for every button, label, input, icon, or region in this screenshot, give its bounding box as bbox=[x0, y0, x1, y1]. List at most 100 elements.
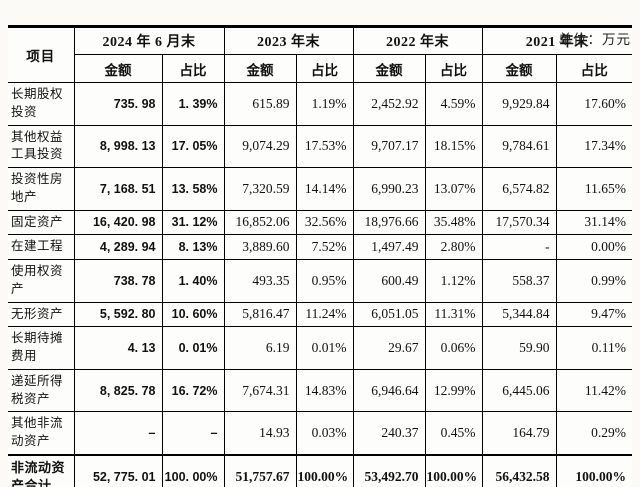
column-header-amount: 金额 bbox=[481, 54, 557, 83]
amount-cell: 7,320.59 bbox=[223, 167, 297, 211]
amount-cell: 14.93 bbox=[223, 411, 297, 456]
row-label: 投资性房地产 bbox=[8, 167, 75, 211]
document-page: 单位：万元 项目 2024 年 6 月末 2023 年末 2022 年末 202… bbox=[0, 25, 640, 487]
amount-cell: 18,976.66 bbox=[352, 209, 426, 236]
amount-cell: 7,674.31 bbox=[223, 368, 297, 413]
amount-cell: 56,432.58 bbox=[481, 453, 557, 487]
column-header-period-2023: 2023 年末 bbox=[223, 25, 354, 55]
ratio-cell: 17.34% bbox=[555, 124, 632, 168]
row-label: 非流动资产合计 bbox=[8, 453, 75, 487]
amount-cell: 2,452.92 bbox=[352, 82, 426, 126]
ratio-cell: 100. 00% bbox=[161, 453, 225, 487]
financial-table: 项目 2024 年 6 月末 2023 年末 2022 年末 2021 年末 金… bbox=[8, 25, 632, 487]
column-header-ratio: 占比 bbox=[161, 54, 225, 83]
table-row: 长期股权投资 735. 98 1. 39% 615.89 1.19% 2,452.92 4.… bbox=[8, 82, 632, 126]
ratio-cell: 0.45% bbox=[424, 411, 483, 456]
header-row-periods: 项目 2024 年 6 月末 2023 年末 2022 年末 2021 年末 bbox=[8, 25, 632, 83]
ratio-cell: 0.99% bbox=[555, 259, 632, 303]
column-header-period-2024h1: 2024 年 6 月末 bbox=[73, 25, 225, 55]
ratio-cell: 0.29% bbox=[555, 411, 632, 456]
ratio-cell: 0.03% bbox=[295, 411, 354, 456]
amount-cell: 4, 289. 94 bbox=[73, 234, 163, 260]
amount-cell: 3,889.60 bbox=[223, 234, 297, 260]
ratio-cell: 17.60% bbox=[555, 82, 632, 126]
ratio-cell: 11.42% bbox=[555, 368, 632, 413]
ratio-cell: – bbox=[161, 411, 225, 456]
ratio-cell: 13.07% bbox=[424, 167, 483, 211]
column-header-amount: 金额 bbox=[352, 54, 426, 83]
ratio-cell: 14.14% bbox=[295, 167, 354, 211]
amount-cell: 16,852.06 bbox=[223, 209, 297, 236]
table-row: 其他非流动资产 – –14.93 0.03% 240.37 0.45% 164.79 0.29… bbox=[8, 411, 632, 456]
row-label: 在建工程 bbox=[8, 234, 75, 260]
amount-cell: 8, 825. 78 bbox=[73, 368, 163, 413]
ratio-cell: 18.15% bbox=[424, 124, 483, 168]
amount-cell: 5, 592. 80 bbox=[73, 301, 163, 328]
ratio-cell: 0.11% bbox=[555, 326, 632, 370]
amount-cell: 9,707.17 bbox=[352, 124, 426, 168]
table-row: 长期待摊费用 4. 13 0. 01% 6.19 0.01% 29.67 0.06% 59.9… bbox=[8, 326, 632, 370]
ratio-cell: 17.53% bbox=[295, 124, 354, 168]
amount-cell: 6,051.05 bbox=[352, 301, 426, 328]
ratio-cell: 31. 12% bbox=[161, 209, 225, 236]
amount-cell: 6,946.64 bbox=[352, 368, 426, 413]
table-row: 非流动资产合计 52, 775. 01 100. 00% 51,757.67 100.0… bbox=[8, 453, 632, 487]
amount-cell: 6,574.82 bbox=[481, 167, 557, 211]
column-header-item: 项目 bbox=[8, 25, 75, 83]
ratio-cell: 11.24% bbox=[295, 301, 354, 328]
ratio-cell: 11.31% bbox=[424, 301, 483, 328]
ratio-cell: 32.56% bbox=[295, 209, 354, 236]
table-row: 其他权益工具投资 8, 998. 13 17. 05% 9,074.29 17.53% 9… bbox=[8, 124, 632, 168]
column-header-period-2022: 2022 年末 bbox=[352, 25, 483, 55]
ratio-cell: 0. 01% bbox=[161, 326, 225, 370]
ratio-cell: 14.83% bbox=[295, 368, 354, 413]
amount-cell: 9,074.29 bbox=[223, 124, 297, 168]
column-header-ratio: 占比 bbox=[295, 54, 354, 83]
amount-cell: 615.89 bbox=[223, 82, 297, 126]
row-label: 固定资产 bbox=[8, 209, 75, 236]
row-label: 其他权益工具投资 bbox=[8, 124, 75, 168]
table-body: 长期股权投资 735. 98 1. 39% 615.89 1.19% 2,452.92 4.… bbox=[8, 82, 632, 487]
ratio-cell: 8. 13% bbox=[161, 234, 225, 260]
amount-cell: 29.67 bbox=[352, 326, 426, 370]
ratio-cell: 0.95% bbox=[295, 259, 354, 303]
ratio-cell: 1. 40% bbox=[161, 259, 225, 303]
table-header: 项目 2024 年 6 月末 2023 年末 2022 年末 2021 年末 金… bbox=[8, 25, 632, 83]
table-row: 固定资产 16, 420. 98 31. 12% 16,852.06 32.56% 18,… bbox=[8, 209, 632, 236]
amount-cell: 9,784.61 bbox=[481, 124, 557, 168]
ratio-cell: 17. 05% bbox=[161, 124, 225, 168]
amount-cell: 735. 98 bbox=[73, 82, 163, 126]
column-header-ratio: 占比 bbox=[424, 54, 483, 83]
column-header-amount: 金额 bbox=[74, 54, 163, 83]
ratio-cell: 35.48% bbox=[424, 209, 483, 236]
ratio-cell: 0.00% bbox=[555, 234, 632, 260]
ratio-cell: 31.14% bbox=[555, 209, 632, 236]
amount-cell: 738. 78 bbox=[73, 259, 163, 303]
amount-cell: 59.90 bbox=[481, 326, 557, 370]
ratio-cell: 100.00% bbox=[555, 453, 632, 487]
column-header-ratio: 占比 bbox=[555, 54, 632, 83]
amount-cell: 8, 998. 13 bbox=[73, 124, 163, 168]
amount-cell: 164.79 bbox=[481, 411, 557, 456]
amount-cell: 16, 420. 98 bbox=[73, 209, 163, 236]
ratio-cell: 12.99% bbox=[424, 368, 483, 413]
ratio-cell: 10. 60% bbox=[161, 301, 225, 328]
ratio-cell: 1.12% bbox=[424, 259, 483, 303]
amount-cell: 5,816.47 bbox=[223, 301, 297, 328]
ratio-cell: 0.06% bbox=[424, 326, 483, 370]
amount-cell: 52, 775. 01 bbox=[73, 453, 163, 487]
amount-cell: - bbox=[481, 234, 557, 260]
ratio-cell: 2.80% bbox=[424, 234, 483, 260]
ratio-cell: 100.00% bbox=[295, 453, 354, 487]
row-label: 长期待摊费用 bbox=[8, 326, 75, 370]
amount-cell: 9,929.84 bbox=[481, 82, 557, 126]
row-label: 使用权资产 bbox=[8, 259, 75, 303]
amount-cell: 5,344.84 bbox=[481, 301, 557, 328]
ratio-cell: 13. 58% bbox=[161, 167, 225, 211]
amount-cell: 6.19 bbox=[223, 326, 297, 370]
unit-label: 单位：万元 bbox=[558, 32, 631, 47]
column-header-amount: 金额 bbox=[223, 54, 297, 83]
ratio-cell: 1. 39% bbox=[161, 82, 225, 126]
row-label: 递延所得税资产 bbox=[8, 368, 75, 413]
amount-cell: 240.37 bbox=[352, 411, 426, 456]
